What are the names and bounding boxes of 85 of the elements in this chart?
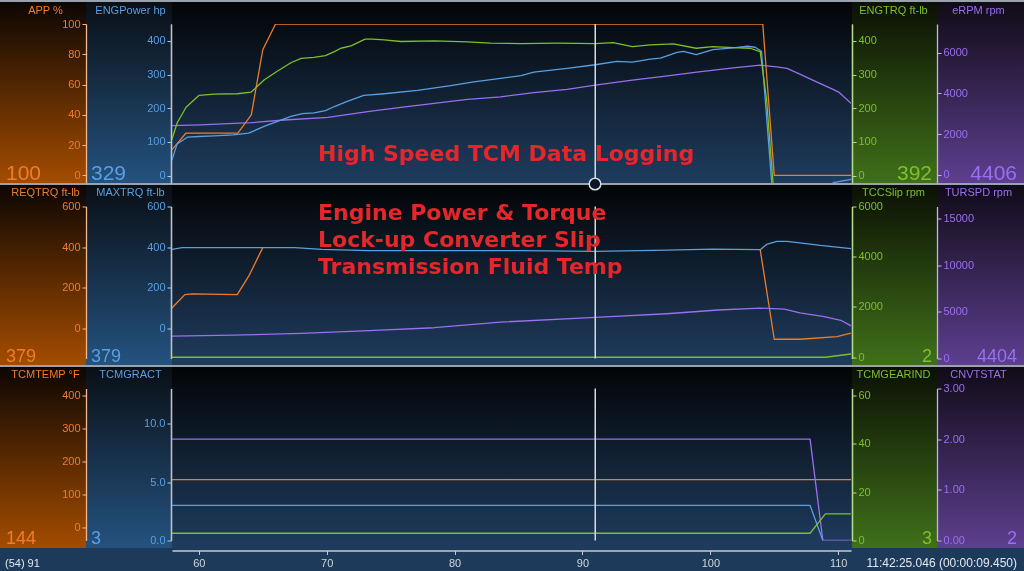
- y2-tick-label: 0: [943, 168, 950, 181]
- y-tick-label: 100: [62, 487, 81, 500]
- y2-axis-title: TCCSlip rpm: [862, 186, 925, 198]
- y-tick-label: 200: [62, 281, 81, 294]
- y-tick-label: 400: [147, 34, 166, 47]
- y-tick-label: 0: [159, 321, 166, 334]
- y-axis-title: REQTRQ ft-lb: [11, 186, 80, 198]
- y-tick-label: 200: [147, 281, 166, 294]
- y-tick-label: 80: [68, 47, 81, 60]
- text: (54) 91: [5, 556, 40, 569]
- y-tick-label: 600: [147, 200, 166, 212]
- y2-axis-title: TURSPD rpm: [944, 186, 1013, 198]
- x-tick-label: 70: [321, 557, 334, 569]
- y2-tick-label: 3.00: [943, 382, 965, 394]
- y-tick-label: 20: [68, 138, 81, 151]
- y-tick-label: 0: [74, 321, 81, 334]
- y2-tick-label: 4000: [943, 86, 968, 99]
- y2-tick-label: 20: [858, 485, 871, 498]
- y-tick-label: 200: [147, 101, 166, 114]
- y-tick-label: 200: [62, 454, 81, 467]
- y2-tick-label: 400: [858, 34, 877, 47]
- y2-tick-label: 10000: [943, 258, 975, 271]
- text: 379: [91, 345, 122, 366]
- y-tick-label: 300: [147, 68, 166, 81]
- text: 4406: [970, 161, 1017, 185]
- y2-axis-title: eRPM rpm: [952, 3, 1005, 16]
- y2-tick-label: 0.00: [943, 534, 965, 546]
- y2-tick-label: 5000: [943, 305, 968, 318]
- text: High Speed TCM Data Logging: [318, 141, 695, 166]
- text: 3: [91, 527, 102, 548]
- y-tick-label: 0: [74, 168, 81, 181]
- y2-tick-label: 1.00: [943, 483, 965, 496]
- y2-tick-label: 300: [858, 68, 877, 81]
- y-axis-title: TCMGRACT: [99, 368, 162, 380]
- y-tick-label: 100: [62, 17, 81, 30]
- y2-tick-label: 15000: [943, 212, 975, 225]
- y-axis-title: ENGPower hp: [95, 3, 166, 16]
- text: 4404: [976, 345, 1017, 366]
- y-tick-label: 100: [147, 135, 166, 148]
- text: 3: [921, 527, 932, 548]
- y-axis-title: MAXTRQ ft-lb: [96, 186, 165, 198]
- y2-tick-label: 60: [858, 389, 871, 402]
- y-tick-label: 10.0: [144, 417, 166, 430]
- y-tick-label: 5.0: [150, 475, 166, 488]
- x-tick-label: 100: [701, 557, 721, 569]
- y-tick-label: 400: [62, 388, 81, 401]
- y2-axis-title: CNVTSTAT: [950, 368, 1007, 380]
- y-tick-label: 40: [68, 108, 81, 121]
- x-tick-label: 90: [576, 557, 590, 569]
- y2-tick-label: 0: [943, 352, 950, 364]
- y-tick-label: 0.0: [150, 534, 166, 546]
- y2-tick-label: 2.00: [943, 432, 965, 445]
- y2-tick-label: 2000: [943, 127, 968, 140]
- x-tick-label: 80: [448, 557, 462, 569]
- y2-tick-label: 4000: [858, 250, 883, 263]
- x-tick-label: 110: [829, 557, 848, 569]
- text: 329: [91, 161, 127, 185]
- y-tick-label: 300: [62, 421, 81, 434]
- y2-tick-label: 0: [858, 169, 865, 182]
- text: 392: [896, 161, 932, 185]
- y2-tick-label: 100: [858, 135, 877, 148]
- y-tick-label: 400: [62, 240, 81, 253]
- y2-tick-label: 0: [858, 534, 865, 546]
- y-axis-title: TCMTEMP °F: [11, 368, 80, 380]
- y2-tick-label: 6000: [858, 200, 883, 212]
- y2-tick-label: 6000: [943, 46, 968, 59]
- y-tick-label: 600: [62, 200, 81, 212]
- y-axis-title: APP %: [28, 3, 64, 16]
- y2-axis-title: ENGTRQ ft-lb: [859, 3, 928, 16]
- y-tick-label: 60: [68, 78, 81, 91]
- y2-tick-label: 0: [858, 350, 865, 363]
- y-tick-label: 400: [147, 240, 166, 253]
- text: 144: [6, 527, 37, 548]
- y2-tick-label: 2000: [858, 300, 883, 313]
- y2-axis-title: TCMGEARIND: [856, 368, 931, 380]
- text: 11:42:25.046 (00:00:09.450): [866, 555, 1017, 570]
- text: 379: [6, 345, 37, 366]
- y-tick-label: 0: [74, 520, 81, 533]
- text: 2: [921, 345, 932, 366]
- text: 2: [1006, 527, 1017, 548]
- y2-tick-label: 40: [858, 437, 871, 450]
- text: 100: [6, 161, 42, 185]
- y-tick-label: 0: [159, 169, 166, 182]
- y2-tick-label: 200: [858, 101, 877, 114]
- x-tick-label: 60: [193, 557, 206, 569]
